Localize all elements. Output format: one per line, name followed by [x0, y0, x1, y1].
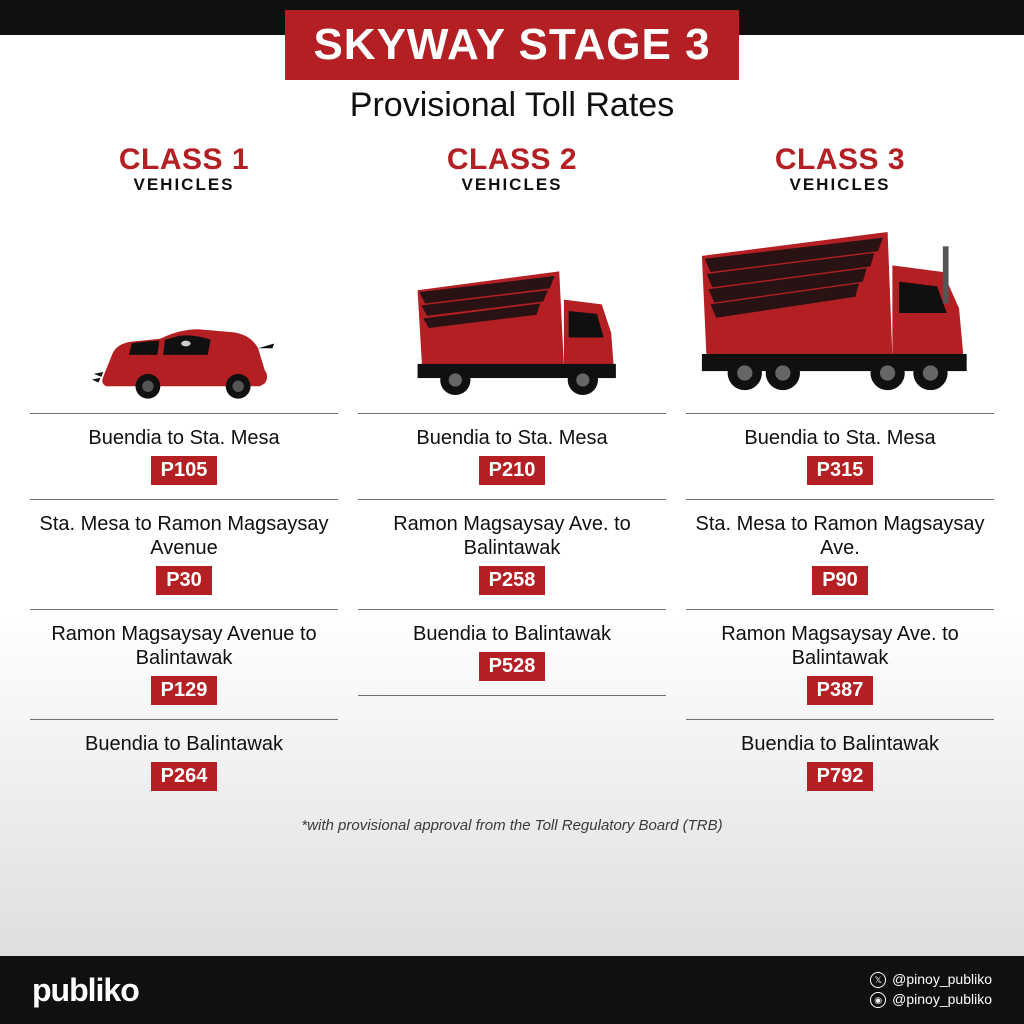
- class-1-title: CLASS 1: [119, 143, 249, 177]
- route-item: Ramon Magsaysay Ave. to Balintawak P387: [686, 609, 994, 719]
- route-item: Buendia to Sta. Mesa P315: [686, 413, 994, 499]
- price-badge: P315: [807, 456, 874, 485]
- large-truck-icon: [686, 203, 994, 413]
- price-badge: P792: [807, 762, 874, 791]
- price-badge: P30: [156, 566, 212, 595]
- medium-truck-icon: [358, 203, 666, 413]
- car-icon: [30, 203, 338, 413]
- route-item: Sta. Mesa to Ramon Magsaysay Ave. P90: [686, 499, 994, 609]
- route-item: Buendia to Balintawak P264: [30, 719, 338, 805]
- price-badge: P105: [151, 456, 218, 485]
- route-text: Buendia to Balintawak: [38, 732, 330, 756]
- price-badge: P258: [479, 566, 546, 595]
- twitter-icon: 𝕏: [870, 972, 886, 988]
- class-3-sub: VEHICLES: [789, 175, 890, 195]
- class-2-title: CLASS 2: [447, 143, 577, 177]
- route-text: Ramon Magsaysay Ave. to Balintawak: [366, 512, 658, 560]
- instagram-text: @pinoy_publiko: [892, 990, 992, 1010]
- price-badge: P387: [807, 676, 874, 705]
- class-1-routes: Buendia to Sta. Mesa P105 Sta. Mesa to R…: [30, 413, 338, 805]
- route-text: Buendia to Balintawak: [366, 622, 658, 646]
- class-3-routes: Buendia to Sta. Mesa P315 Sta. Mesa to R…: [686, 413, 994, 805]
- title-section: SKYWAY STAGE 3 Provisional Toll Rates: [0, 10, 1024, 125]
- rate-columns: CLASS 1 VEHICLES Buendia to Sta. Mesa P1…: [0, 125, 1024, 805]
- twitter-text: @pinoy_publiko: [892, 970, 992, 990]
- main-title-badge: SKYWAY STAGE 3: [285, 10, 738, 80]
- class-1-column: CLASS 1 VEHICLES Buendia to Sta. Mesa P1…: [30, 143, 338, 805]
- route-text: Buendia to Sta. Mesa: [366, 426, 658, 450]
- subtitle: Provisional Toll Rates: [0, 86, 1024, 125]
- route-divider-empty: [358, 695, 666, 759]
- price-badge: P528: [479, 652, 546, 681]
- instagram-handle: ◉ @pinoy_publiko: [870, 990, 992, 1010]
- route-item: Ramon Magsaysay Avenue to Balintawak P12…: [30, 609, 338, 719]
- route-item: Buendia to Balintawak P528: [358, 609, 666, 695]
- route-text: Ramon Magsaysay Avenue to Balintawak: [38, 622, 330, 670]
- price-badge: P90: [812, 566, 868, 595]
- brand-logo: publiko: [32, 972, 139, 1009]
- price-badge: P210: [479, 456, 546, 485]
- class-2-sub: VEHICLES: [461, 175, 562, 195]
- class-3-column: CLASS 3 VEHICLES Buendia to Sta. Mesa P3…: [686, 143, 994, 805]
- route-text: Buendia to Sta. Mesa: [694, 426, 986, 450]
- footnote: *with provisional approval from the Toll…: [0, 817, 1024, 834]
- route-text: Sta. Mesa to Ramon Magsaysay Ave.: [694, 512, 986, 560]
- social-handles: 𝕏 @pinoy_publiko ◉ @pinoy_publiko: [870, 970, 992, 1009]
- route-item: Buendia to Sta. Mesa P105: [30, 413, 338, 499]
- class-2-routes: Buendia to Sta. Mesa P210 Ramon Magsaysa…: [358, 413, 666, 759]
- route-text: Ramon Magsaysay Ave. to Balintawak: [694, 622, 986, 670]
- route-text: Buendia to Sta. Mesa: [38, 426, 330, 450]
- price-badge: P264: [151, 762, 218, 791]
- class-1-sub: VEHICLES: [133, 175, 234, 195]
- price-badge: P129: [151, 676, 218, 705]
- route-item: Buendia to Sta. Mesa P210: [358, 413, 666, 499]
- instagram-icon: ◉: [870, 992, 886, 1008]
- route-item: Buendia to Balintawak P792: [686, 719, 994, 805]
- twitter-handle: 𝕏 @pinoy_publiko: [870, 970, 992, 990]
- route-item: Ramon Magsaysay Ave. to Balintawak P258: [358, 499, 666, 609]
- class-3-title: CLASS 3: [775, 143, 905, 177]
- footer-bar: publiko 𝕏 @pinoy_publiko ◉ @pinoy_publik…: [0, 956, 1024, 1024]
- route-text: Buendia to Balintawak: [694, 732, 986, 756]
- route-item: Sta. Mesa to Ramon Magsaysay Avenue P30: [30, 499, 338, 609]
- class-2-column: CLASS 2 VEHICLES Buendia to Sta. Mesa P2…: [358, 143, 666, 805]
- route-text: Sta. Mesa to Ramon Magsaysay Avenue: [38, 512, 330, 560]
